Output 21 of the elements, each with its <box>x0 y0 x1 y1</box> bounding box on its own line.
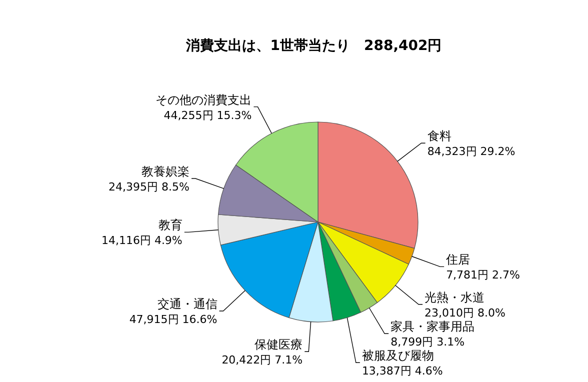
data-label: 14,116円 4.9% <box>101 234 182 248</box>
slice-label: 教育 <box>158 218 182 232</box>
slice-label: 被服及び履物 <box>362 348 434 363</box>
data-label: 13,387円 4.6% <box>362 364 443 378</box>
slice-label: 交通・通信 <box>157 297 218 312</box>
data-label: 8,799円 3.1% <box>390 336 465 349</box>
data-label: 23,010円 8.0% <box>424 306 506 320</box>
data-label: 20,422円 7.1% <box>222 354 303 367</box>
slice-label: 食料 <box>427 129 452 144</box>
data-label: 24,395円 8.5% <box>108 180 190 194</box>
slice-label: 住居 <box>445 252 470 267</box>
chart-title: 消費支出は、1世帯当たり 288,402円 <box>185 38 442 54</box>
data-label: 7,781円 2.7% <box>446 268 520 282</box>
slice-label: 光熱・水道 <box>424 290 485 304</box>
slice-label: 教養娯楽 <box>141 164 190 179</box>
data-label: 84,323円 29.2% <box>427 145 516 158</box>
slice-label: 保健医療 <box>254 338 303 352</box>
slice-label: 家具・家事用品 <box>390 320 475 334</box>
data-label: 47,915円 16.6% <box>129 313 218 326</box>
data-label: 44,255円 15.3% <box>164 108 252 122</box>
slice-label: その他の消費支出 <box>156 92 252 107</box>
